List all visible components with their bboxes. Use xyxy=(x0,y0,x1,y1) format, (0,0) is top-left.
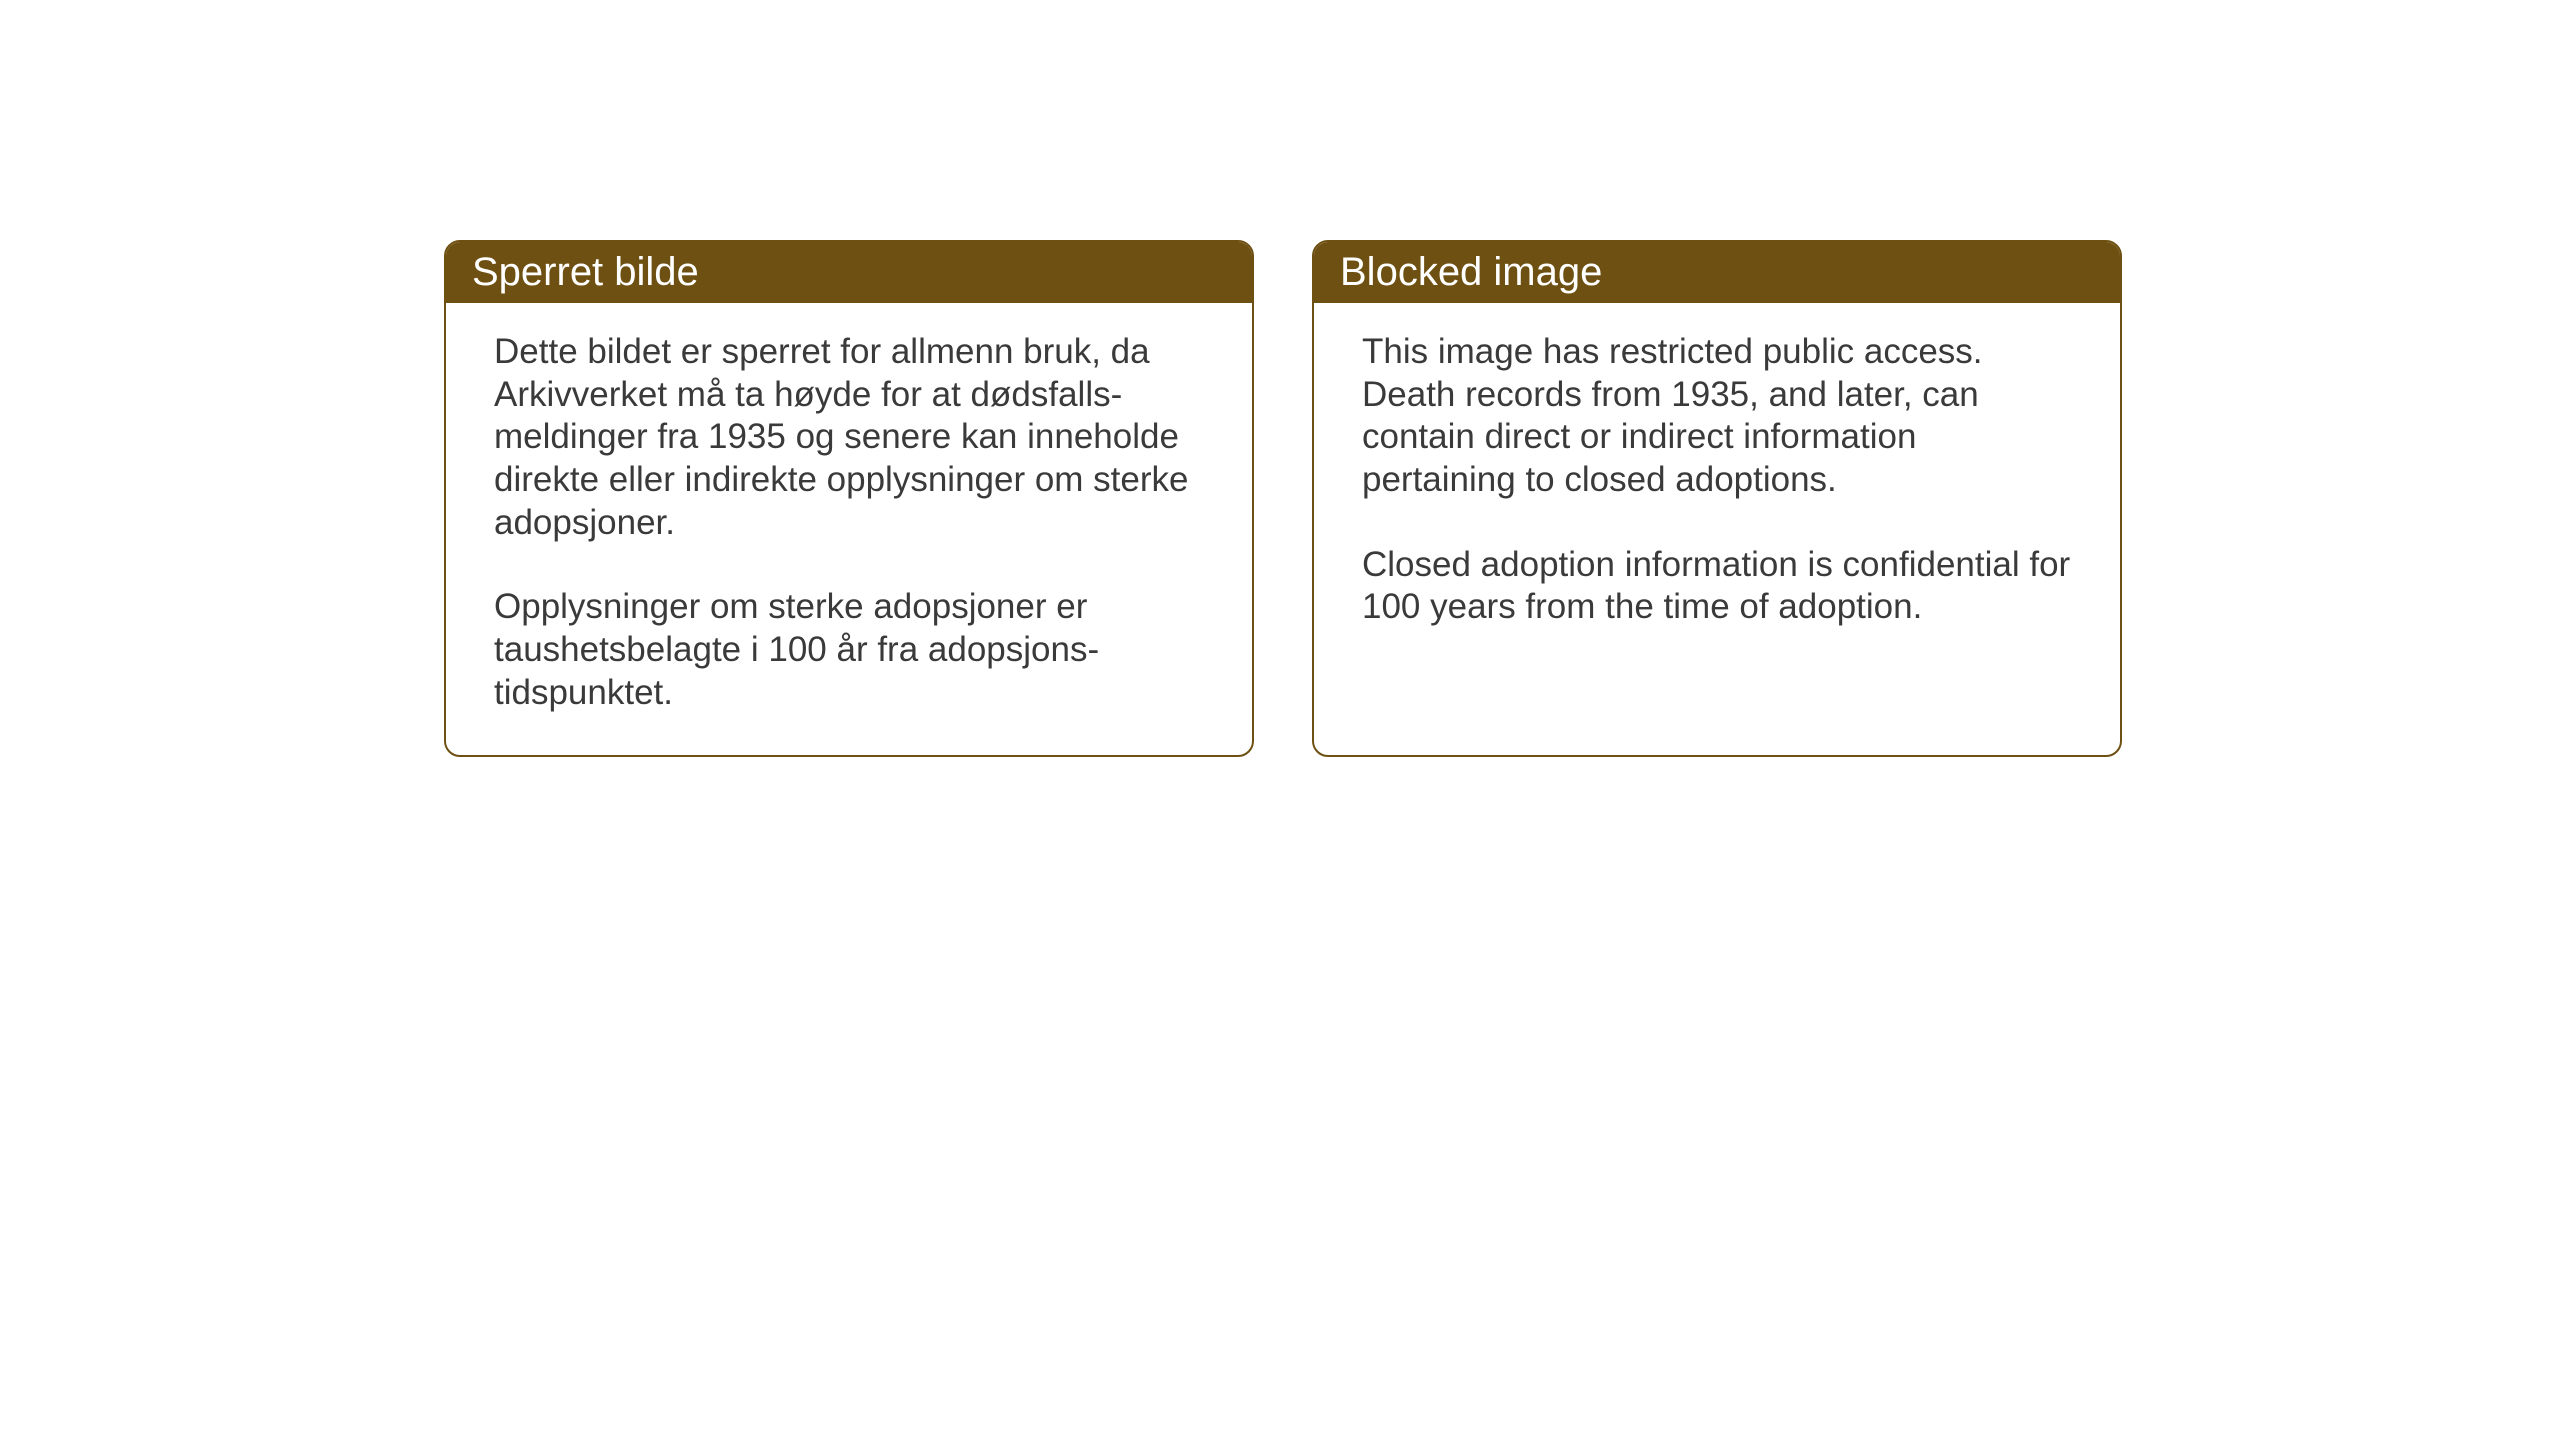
notice-card-english: Blocked image This image has restricted … xyxy=(1312,240,2122,757)
card-header-english: Blocked image xyxy=(1314,242,2120,303)
card-header-norwegian: Sperret bilde xyxy=(446,242,1252,303)
card-title-norwegian: Sperret bilde xyxy=(472,250,699,294)
card-paragraph-1-english: This image has restricted public access.… xyxy=(1362,331,2072,502)
card-paragraph-1-norwegian: Dette bildet er sperret for allmenn bruk… xyxy=(494,331,1204,544)
card-paragraph-2-norwegian: Opplysninger om sterke adopsjoner er tau… xyxy=(494,586,1204,714)
notice-cards-container: Sperret bilde Dette bildet er sperret fo… xyxy=(444,240,2122,757)
card-body-english: This image has restricted public access.… xyxy=(1314,303,2120,669)
card-paragraph-2-english: Closed adoption information is confident… xyxy=(1362,544,2072,629)
notice-card-norwegian: Sperret bilde Dette bildet er sperret fo… xyxy=(444,240,1254,757)
card-title-english: Blocked image xyxy=(1340,250,1602,294)
card-body-norwegian: Dette bildet er sperret for allmenn bruk… xyxy=(446,303,1252,755)
